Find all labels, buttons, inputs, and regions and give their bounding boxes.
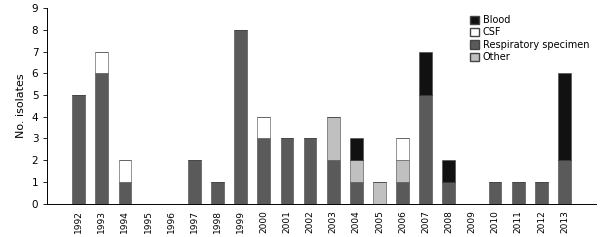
- Bar: [327, 117, 340, 160]
- Bar: [558, 160, 571, 204]
- Bar: [119, 160, 131, 182]
- Bar: [419, 95, 432, 204]
- Bar: [257, 138, 270, 204]
- Bar: [373, 182, 386, 204]
- Bar: [234, 30, 247, 204]
- Bar: [211, 182, 224, 204]
- Bar: [419, 52, 432, 95]
- Bar: [327, 160, 340, 204]
- Bar: [350, 138, 362, 160]
- Bar: [95, 52, 108, 73]
- Bar: [512, 182, 524, 204]
- Bar: [396, 182, 409, 204]
- Bar: [73, 95, 85, 204]
- Y-axis label: No. isolates: No. isolates: [16, 73, 26, 138]
- Bar: [396, 160, 409, 182]
- Bar: [442, 160, 455, 182]
- Bar: [281, 138, 293, 204]
- Bar: [489, 182, 502, 204]
- Bar: [257, 117, 270, 138]
- Bar: [396, 138, 409, 160]
- Bar: [304, 138, 316, 204]
- Bar: [350, 160, 362, 182]
- Bar: [350, 182, 362, 204]
- Bar: [558, 73, 571, 160]
- Bar: [442, 182, 455, 204]
- Bar: [119, 182, 131, 204]
- Legend: Blood, CSF, Respiratory specimen, Other: Blood, CSF, Respiratory specimen, Other: [468, 13, 591, 64]
- Bar: [535, 182, 548, 204]
- Bar: [95, 73, 108, 204]
- Bar: [188, 160, 201, 204]
